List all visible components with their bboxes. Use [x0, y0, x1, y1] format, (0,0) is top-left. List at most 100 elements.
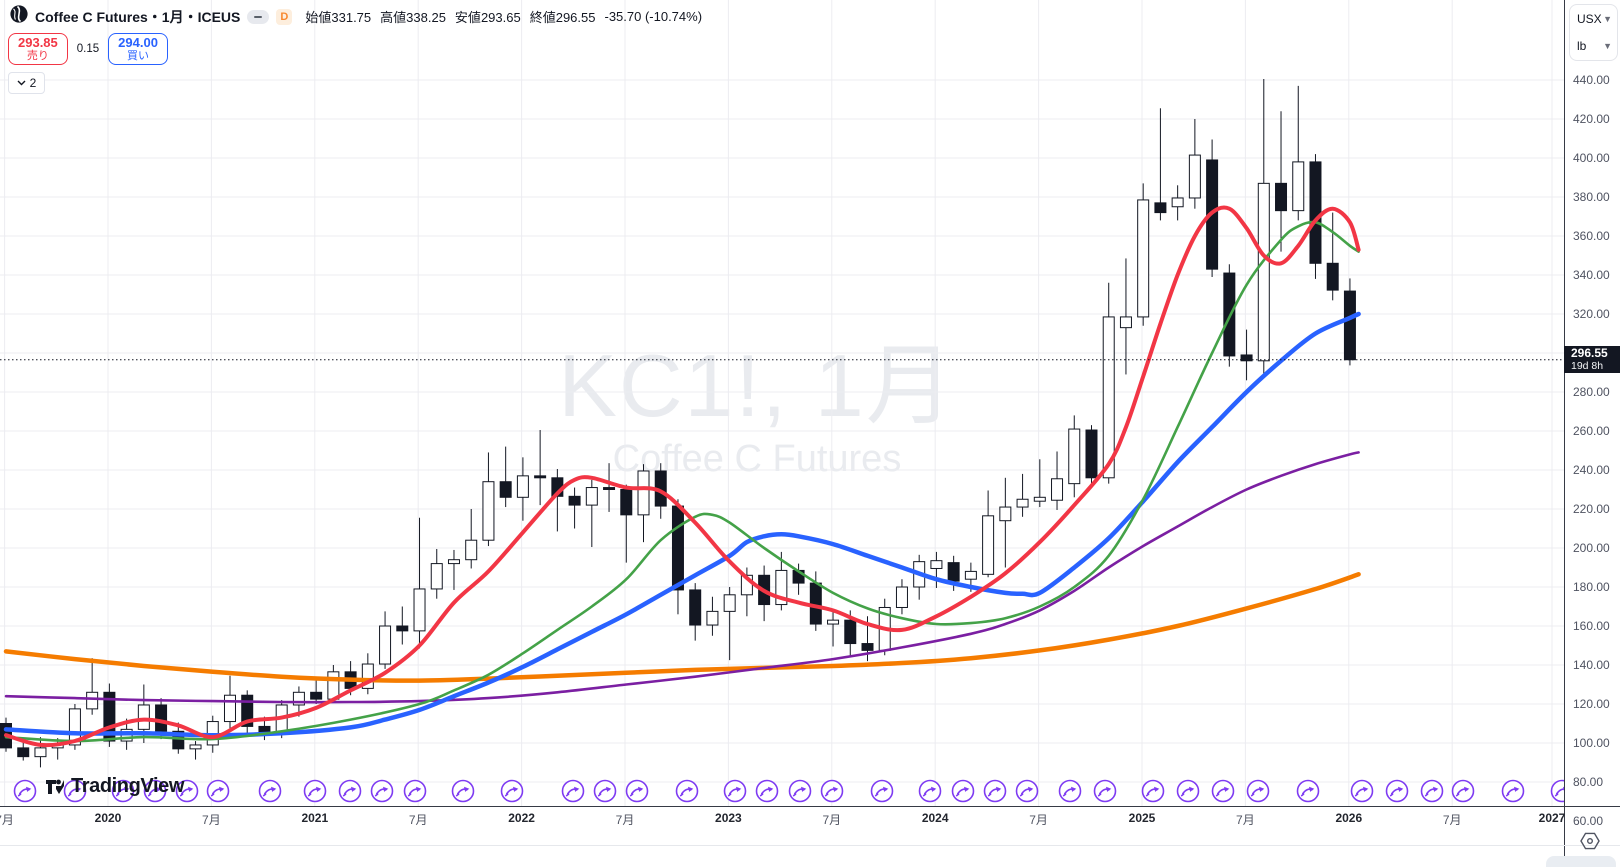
- candle: [413, 517, 426, 649]
- candle: [1292, 85, 1305, 221]
- price-chart[interactable]: [0, 0, 1564, 806]
- rollover-event-icon[interactable]: [1093, 779, 1117, 803]
- delayed-data-badge[interactable]: D: [276, 8, 293, 25]
- sell-price: 293.85: [18, 35, 58, 50]
- price-tick: 240.00: [1573, 463, 1610, 477]
- rollover-event-icon[interactable]: [723, 779, 747, 803]
- rollover-event-icon[interactable]: [1420, 779, 1444, 803]
- rollover-event-icon[interactable]: [1246, 779, 1270, 803]
- price-tick: 420.00: [1573, 112, 1610, 126]
- time-tick: 2024: [921, 811, 949, 825]
- rollover-event-icon[interactable]: [1296, 779, 1320, 803]
- rollover-event-icon[interactable]: [755, 779, 779, 803]
- ohlc-pair: 高値338.25: [380, 10, 446, 25]
- candle: [723, 587, 736, 661]
- candle: [447, 549, 460, 590]
- time-tick: 7月: [615, 813, 635, 827]
- ohlc-pair: 終値296.55: [529, 10, 596, 25]
- rollover-event-icon[interactable]: [593, 779, 617, 803]
- rollover-event-icon[interactable]: [1015, 779, 1039, 803]
- rollover-event-icon[interactable]: [1176, 779, 1200, 803]
- time-tick: 2021: [301, 811, 329, 825]
- rollover-event-icon[interactable]: [1385, 779, 1409, 803]
- rollover-event-icon[interactable]: [1501, 779, 1525, 803]
- rollover-event-icon[interactable]: [1550, 779, 1565, 803]
- candle: [1275, 111, 1288, 252]
- chevron-down-icon: ▼: [1603, 40, 1612, 51]
- axis-settings-icon[interactable]: [1578, 831, 1602, 856]
- candle: [930, 551, 943, 588]
- rollover-event-icon[interactable]: [951, 779, 975, 803]
- time-tick: 7月: [1236, 813, 1255, 827]
- currency-dropdown[interactable]: USX ▼: [1570, 5, 1617, 32]
- price-tick: 440.00: [1573, 73, 1610, 87]
- rollover-event-icon[interactable]: [1350, 779, 1374, 803]
- tradingview-logo-text: TradingView: [71, 775, 185, 797]
- rollover-event-icon[interactable]: [451, 779, 475, 803]
- candle: [361, 653, 374, 695]
- ma-orange-slowest: [3, 572, 1361, 683]
- symbol-title[interactable]: Coffee C Futures・1月・ICEUS: [35, 8, 241, 25]
- price-change: -35.70 (-10.74%): [604, 9, 703, 24]
- legend-collapse-button[interactable]: 2: [8, 72, 45, 94]
- rollover-event-icon[interactable]: [370, 779, 394, 803]
- candle: [17, 742, 30, 761]
- rollover-event-icon[interactable]: [303, 779, 327, 803]
- symbol-watermark: KC1!, 1月 Coffee C Futures: [558, 342, 955, 481]
- rollover-event-icon[interactable]: [258, 779, 282, 803]
- candle: [241, 690, 254, 735]
- rollover-event-icon[interactable]: [206, 779, 230, 803]
- candle: [568, 487, 581, 529]
- price-tick: 340.00: [1573, 268, 1610, 282]
- candle: [396, 606, 409, 645]
- rollover-event-icon[interactable]: [1058, 779, 1082, 803]
- rollover-event-icon[interactable]: [561, 779, 585, 803]
- unit-dropdown[interactable]: lb ▼: [1570, 32, 1617, 59]
- candle: [827, 611, 840, 647]
- rollover-event-icon[interactable]: [403, 779, 427, 803]
- rollover-event-icon[interactable]: [1451, 779, 1475, 803]
- candle: [310, 678, 323, 704]
- tradingview-logo[interactable]: TradingView: [44, 775, 184, 798]
- rollover-event-icon[interactable]: [870, 779, 894, 803]
- spread-value: 0.15: [76, 43, 100, 55]
- candle: [499, 446, 512, 508]
- price-axis[interactable]: USX ▼ lb ▼ 440.00 420.00 400.00 380.00 360.0…: [1564, 0, 1620, 867]
- candle: [1068, 415, 1081, 498]
- price-tick: 260.00: [1573, 424, 1610, 438]
- candle: [895, 579, 908, 615]
- currency-value: USX: [1577, 11, 1602, 26]
- rollover-event-icon[interactable]: [675, 779, 699, 803]
- candle: [482, 452, 495, 547]
- rollover-event-icon[interactable]: [143, 779, 167, 803]
- rollover-event-icon[interactable]: [918, 779, 942, 803]
- candle: [1033, 459, 1046, 508]
- rollover-event-icon[interactable]: [820, 779, 844, 803]
- rollover-event-icon[interactable]: [13, 779, 37, 803]
- buy-button[interactable]: 294.00 買い: [108, 33, 168, 65]
- time-tick: 2023: [715, 811, 742, 825]
- rollover-event-icon[interactable]: [338, 779, 362, 803]
- ohlc-values: 始値331.75 高値338.25 安値293.65 終値296.55 -35.70 (…: [305, 7, 702, 26]
- rollover-event-icon[interactable]: [175, 779, 199, 803]
- rollover-event-icon[interactable]: [111, 779, 135, 803]
- rollover-event-icon[interactable]: [500, 779, 524, 803]
- unit-selector: USX ▼ lb ▼: [1569, 4, 1618, 61]
- time-tick: 7月: [1442, 813, 1462, 827]
- rollover-event-icon[interactable]: [63, 779, 87, 803]
- sell-button[interactable]: 293.85 売り: [8, 33, 68, 65]
- price-tick: 220.00: [1573, 502, 1610, 516]
- time-axis[interactable]: 7月 2020 7月 2021 7月 2022 7月 2023 7月 2024 7月 2025 7月 20…: [0, 806, 1565, 867]
- rollover-event-icon[interactable]: [983, 779, 1007, 803]
- rollover-event-icon[interactable]: [1141, 779, 1165, 803]
- bar-countdown: 19d 8h: [1571, 360, 1604, 372]
- rollover-event-icon[interactable]: [625, 779, 649, 803]
- rollover-event-icon[interactable]: [788, 779, 812, 803]
- candle: [999, 477, 1012, 568]
- candle: [516, 457, 529, 521]
- market-status-icon[interactable]: [247, 9, 270, 24]
- last-price-value: 296.55: [1571, 346, 1608, 360]
- rollover-event-icon[interactable]: [1211, 779, 1235, 803]
- trade-panel: 293.85 売り 0.15 294.00 買い: [8, 33, 168, 65]
